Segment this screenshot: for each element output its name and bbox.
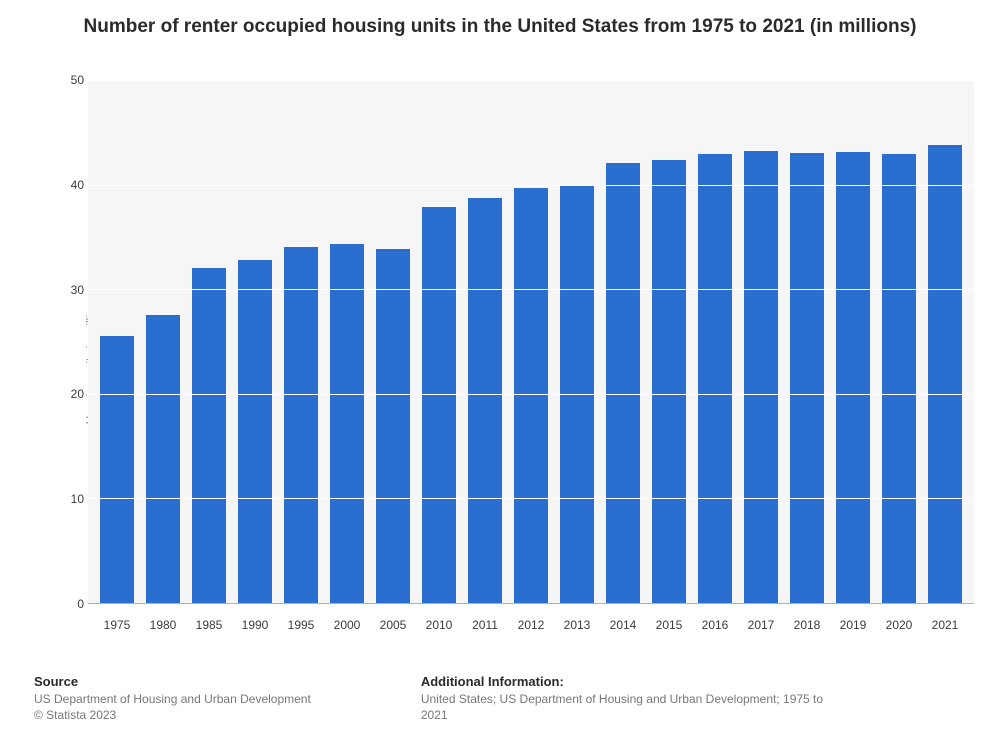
bar	[468, 198, 501, 603]
copyright-text: © Statista 2023	[34, 707, 311, 723]
source-text: US Department of Housing and Urban Devel…	[34, 691, 311, 707]
x-tick-label: 2016	[692, 610, 738, 640]
bar-slot	[508, 80, 554, 603]
source-block: Source US Department of Housing and Urba…	[34, 674, 311, 723]
gridline	[88, 498, 974, 499]
y-tick-label: 40	[60, 178, 84, 192]
bar	[744, 151, 777, 603]
bar-slot	[922, 80, 968, 603]
bar	[790, 153, 823, 603]
x-axis-labels: 1975198019851990199520002005201020112012…	[88, 610, 974, 640]
x-tick-label: 2014	[600, 610, 646, 640]
bar-slot	[876, 80, 922, 603]
bar	[606, 163, 639, 603]
additional-info-text: United States; US Department of Housing …	[421, 691, 841, 723]
x-tick-label: 2012	[508, 610, 554, 640]
x-tick-label: 1980	[140, 610, 186, 640]
bar-slot	[646, 80, 692, 603]
chart-footer: Source US Department of Housing and Urba…	[34, 674, 966, 723]
x-tick-label: 2017	[738, 610, 784, 640]
x-tick-label: 2015	[646, 610, 692, 640]
bar	[698, 154, 731, 603]
bar	[146, 315, 179, 603]
bars-group	[88, 80, 974, 603]
bar	[192, 268, 225, 603]
gridline	[88, 394, 974, 395]
bar	[238, 260, 271, 603]
bar-slot	[370, 80, 416, 603]
y-tick-label: 0	[60, 597, 84, 611]
bar-slot	[600, 80, 646, 603]
bar-slot	[462, 80, 508, 603]
chart-title: Number of renter occupied housing units …	[0, 0, 1000, 48]
plot-area: Housing units in millions 01020304050 19…	[30, 80, 978, 640]
y-tick-label: 20	[60, 387, 84, 401]
bar-slot	[278, 80, 324, 603]
gridline	[88, 289, 974, 290]
bar-slot	[232, 80, 278, 603]
bar	[376, 249, 409, 603]
x-tick-label: 1975	[94, 610, 140, 640]
x-tick-label: 2011	[462, 610, 508, 640]
x-tick-label: 1990	[232, 610, 278, 640]
bar	[284, 247, 317, 603]
bar-slot	[830, 80, 876, 603]
x-tick-label: 1985	[186, 610, 232, 640]
additional-info-block: Additional Information: United States; U…	[421, 674, 841, 723]
bar-slot	[784, 80, 830, 603]
bar	[652, 160, 685, 604]
bar-slot	[186, 80, 232, 603]
source-heading: Source	[34, 674, 311, 689]
chart-area	[88, 80, 974, 604]
bar-slot	[692, 80, 738, 603]
bar-slot	[140, 80, 186, 603]
bar-slot	[324, 80, 370, 603]
x-tick-label: 2020	[876, 610, 922, 640]
y-tick-label: 50	[60, 73, 84, 87]
bar	[330, 244, 363, 603]
chart-container: Number of renter occupied housing units …	[0, 0, 1000, 743]
additional-info-heading: Additional Information:	[421, 674, 841, 689]
bar-slot	[416, 80, 462, 603]
x-tick-label: 1995	[278, 610, 324, 640]
y-tick-label: 30	[60, 283, 84, 297]
x-tick-label: 2010	[416, 610, 462, 640]
x-tick-label: 2021	[922, 610, 968, 640]
x-tick-label: 2005	[370, 610, 416, 640]
gridline	[88, 185, 974, 186]
bar	[100, 336, 133, 603]
x-tick-label: 2019	[830, 610, 876, 640]
bar-slot	[94, 80, 140, 603]
bar	[836, 152, 869, 603]
bar	[882, 154, 915, 603]
x-tick-label: 2018	[784, 610, 830, 640]
gridline	[88, 80, 974, 81]
bar	[422, 207, 455, 603]
y-tick-label: 10	[60, 492, 84, 506]
bar	[928, 145, 961, 603]
bar-slot	[738, 80, 784, 603]
bar-slot	[554, 80, 600, 603]
x-tick-label: 2000	[324, 610, 370, 640]
x-tick-label: 2013	[554, 610, 600, 640]
bar	[514, 188, 547, 603]
